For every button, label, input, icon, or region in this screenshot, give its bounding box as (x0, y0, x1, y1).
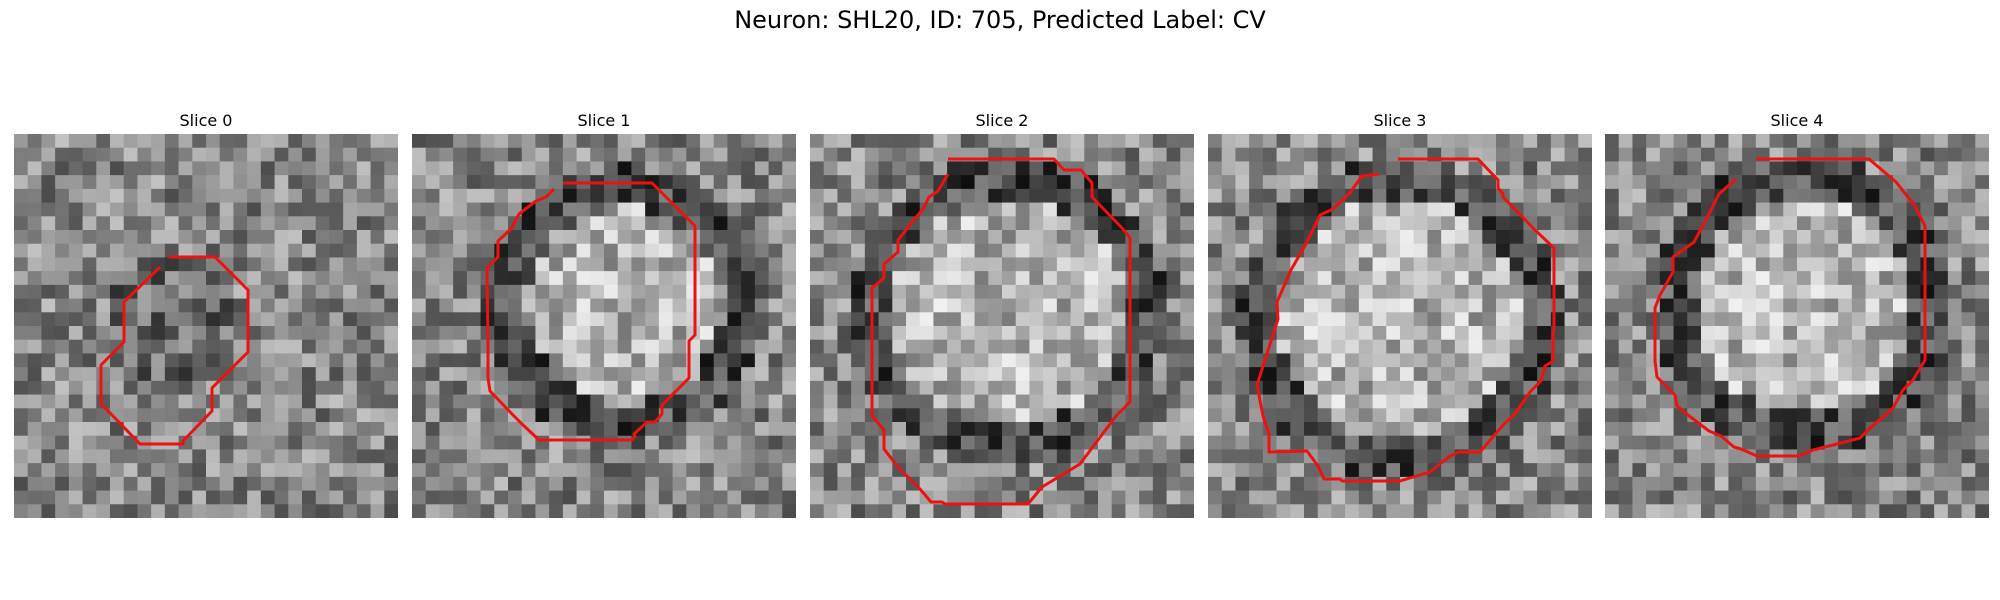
slice-image-3 (1208, 134, 1592, 518)
slice-panel-0: Slice 0 (14, 108, 398, 518)
pixel-grid (1605, 134, 1989, 518)
pixel-grid (412, 134, 796, 518)
contour-outline (1255, 157, 1556, 483)
pixel-grid (810, 134, 1194, 518)
slice-image-0 (14, 134, 398, 518)
slice-image-4 (1605, 134, 1989, 518)
slice-panel-3: Slice 3 (1208, 108, 1592, 518)
slice-image-1 (412, 134, 796, 518)
contour-outline (485, 181, 697, 442)
contour-outline (1653, 157, 1927, 458)
slice-panel-1: Slice 1 (412, 108, 796, 518)
slice-title-3: Slice 3 (1373, 111, 1427, 130)
slice-title-2: Slice 2 (975, 111, 1029, 130)
pixel-grid (1208, 134, 1592, 518)
slice-panel-2: Slice 2 (810, 108, 1194, 518)
slice-title-1: Slice 1 (577, 111, 631, 130)
slice-panel-4: Slice 4 (1605, 108, 1989, 518)
slice-title-4: Slice 4 (1770, 111, 1824, 130)
slice-image-2 (810, 134, 1194, 518)
contour-outline (99, 255, 250, 446)
contour-outline (870, 157, 1132, 506)
slice-title-0: Slice 0 (179, 111, 233, 130)
figure-title: Neuron: SHL20, ID: 705, Predicted Label:… (734, 6, 1266, 34)
pixel-grid (14, 134, 398, 518)
